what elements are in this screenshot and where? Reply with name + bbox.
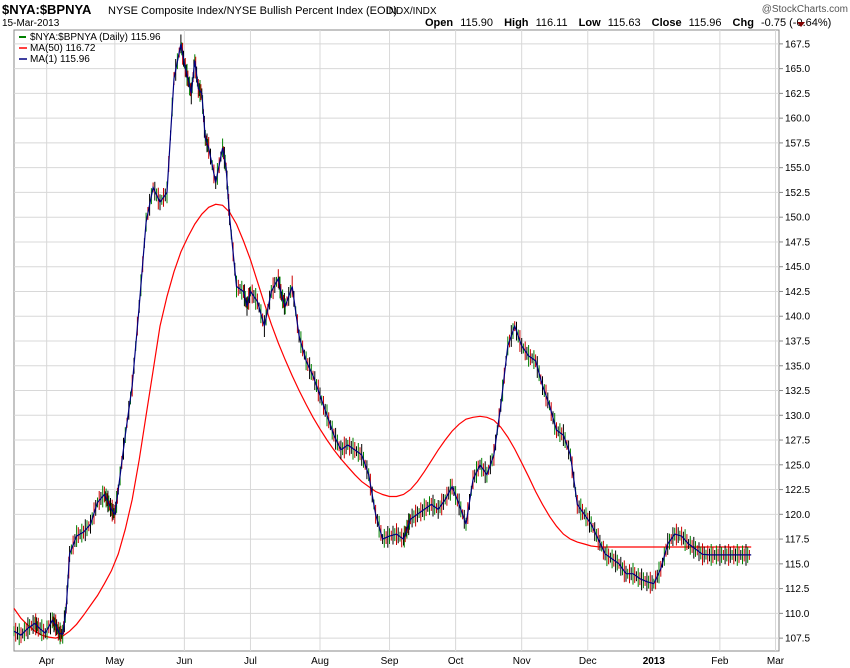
date-label: 15-Mar-2013: [2, 18, 60, 29]
x-tick-label: Dec: [579, 656, 597, 667]
y-tick-label: 160.0: [785, 114, 810, 125]
x-tick-label: Apr: [39, 656, 55, 667]
y-tick-label: 167.5: [785, 39, 810, 50]
x-tick-label: Oct: [448, 656, 464, 667]
y-tick-label: 145.0: [785, 262, 810, 273]
legend-item-ma1: MA(1) 115.96: [19, 54, 90, 65]
y-tick-label: 142.5: [785, 287, 810, 298]
y-tick-label: 120.0: [785, 510, 810, 521]
x-tick-label: Sep: [381, 656, 399, 667]
chg-value: -0.75 (-0.64%): [761, 17, 831, 29]
x-tick-label: Aug: [311, 656, 329, 667]
y-tick-label: 125.0: [785, 460, 810, 471]
close-value: 115.96: [689, 17, 722, 29]
y-tick-label: 135.0: [785, 361, 810, 372]
y-tick-label: 115.0: [785, 559, 810, 570]
y-tick-label: 152.5: [785, 188, 810, 199]
ohlc-line: Open 115.90 High 116.11 Low 115.63 Close…: [425, 17, 831, 29]
legend-ma50-label: MA(50) 116.72: [30, 43, 96, 54]
high-label: High: [504, 17, 529, 29]
x-axis: Apr May Jun Jul Aug Sep Oct Nov Dec 2013 Feb Mar: [39, 656, 785, 667]
exchange-label: INDX/INDX: [386, 6, 437, 17]
watermark: @StockCharts.com: [762, 4, 848, 15]
open-label: Open: [425, 17, 453, 29]
open-value: 115.90: [460, 17, 493, 29]
y-axis: 107.5 110.0 112.5 115.0 117.5 120.0 122.5 125.0…: [779, 39, 810, 645]
y-tick-label: 140.0: [785, 312, 810, 323]
symbol-title: $NYA:$BPNYA: [2, 2, 92, 17]
chart-description: NYSE Composite Index/NYSE Bullish Percen…: [108, 5, 397, 17]
x-tick-label: May: [105, 656, 124, 667]
ma50-line: [13, 203, 752, 639]
low-value: 115.63: [608, 17, 641, 29]
y-tick-label: 157.5: [785, 138, 810, 149]
y-tick-label: 147.5: [785, 237, 810, 248]
chg-label: Chg: [733, 17, 754, 29]
legend-item-ma50: MA(50) 116.72: [19, 43, 96, 54]
x-tick-label: Mar: [767, 656, 785, 667]
y-tick-label: 127.5: [785, 436, 810, 447]
y-tick-label: 150.0: [785, 213, 810, 224]
y-tick-label: 107.5: [785, 634, 810, 645]
y-tick-label: 132.5: [785, 386, 810, 397]
x-tick-label: Feb: [711, 656, 729, 667]
series-group: [13, 34, 752, 646]
y-tick-label: 117.5: [785, 535, 810, 546]
y-tick-label: 122.5: [785, 485, 810, 496]
legend-item-price: $NYA:$BPNYA (Daily) 115.96: [19, 32, 161, 43]
legend-price-label: $NYA:$BPNYA (Daily) 115.96: [30, 32, 161, 43]
y-tick-label: 165.0: [785, 64, 810, 75]
legend: $NYA:$BPNYA (Daily) 115.96 MA(50) 116.72…: [19, 32, 161, 65]
y-tick-label: 162.5: [785, 89, 810, 100]
high-value: 116.11: [536, 17, 568, 29]
y-tick-label: 130.0: [785, 411, 810, 422]
close-label: Close: [652, 17, 682, 29]
x-tick-label: Jun: [176, 656, 192, 667]
x-tick-label: Jul: [244, 656, 257, 667]
x-tick-label: 2013: [643, 656, 666, 667]
y-tick-label: 110.0: [785, 609, 810, 620]
y-tick-label: 137.5: [785, 336, 810, 347]
down-triangle-icon: [797, 22, 805, 27]
x-tick-label: Nov: [513, 656, 531, 667]
y-tick-label: 155.0: [785, 163, 810, 174]
legend-ma1-label: MA(1) 115.96: [30, 54, 90, 65]
y-tick-label: 112.5: [785, 584, 810, 595]
low-label: Low: [579, 17, 601, 29]
ma1-line: [13, 43, 752, 636]
